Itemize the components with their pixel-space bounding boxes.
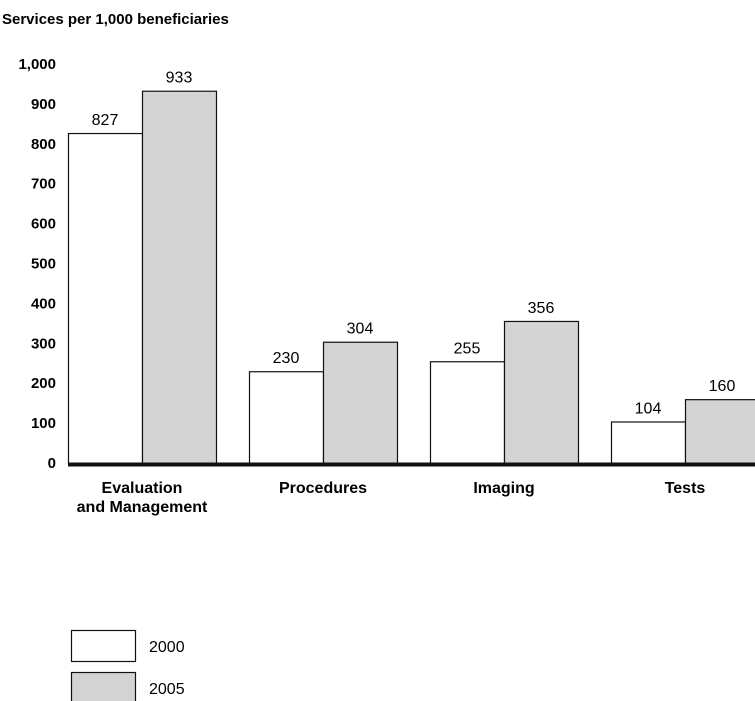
y-axis-title: Services per 1,000 beneficiaries xyxy=(2,11,229,28)
legend-swatch-2005 xyxy=(70,671,137,701)
legend-label: 2000 xyxy=(149,639,185,656)
category-label: Procedures xyxy=(279,480,367,497)
y-tick-label: 0 xyxy=(48,455,56,472)
value-label: 104 xyxy=(635,401,662,418)
y-tick-label: 100 xyxy=(31,415,56,432)
bar-2005 xyxy=(322,341,399,465)
y-tick-label: 200 xyxy=(31,375,56,392)
value-label: 160 xyxy=(709,378,736,395)
bar-2005 xyxy=(684,399,755,465)
y-axis-ticks: 0 100 200 300 400 500 600 700 800 900 1,000 xyxy=(18,56,56,472)
value-label: 827 xyxy=(92,112,119,129)
category-label: Tests xyxy=(665,480,706,497)
value-label: 356 xyxy=(528,300,555,317)
legend-swatch-2000 xyxy=(70,629,137,663)
bar-2005 xyxy=(141,90,218,465)
bars xyxy=(67,90,755,465)
category-label: and Management xyxy=(77,499,208,516)
legend-label: 2005 xyxy=(149,681,185,698)
bar-2000 xyxy=(248,371,325,465)
y-tick-label: 1,000 xyxy=(18,56,56,73)
bar-2000 xyxy=(610,421,687,465)
category-label: Evaluation xyxy=(102,480,183,497)
bar-2000 xyxy=(429,361,506,465)
category-label: Imaging xyxy=(473,480,534,497)
value-label: 230 xyxy=(273,350,300,367)
y-tick-label: 800 xyxy=(31,136,56,153)
category-labels: Evaluation and Management Procedures Imagin… xyxy=(77,480,706,516)
bar-2005 xyxy=(503,320,580,465)
bar-2000 xyxy=(67,132,144,465)
value-labels: 827 230 255 104 933 304 356 160 xyxy=(92,70,736,418)
legend: 2000 2005 xyxy=(70,629,185,701)
y-tick-label: 300 xyxy=(31,335,56,352)
y-tick-label: 500 xyxy=(31,256,56,273)
y-tick-label: 700 xyxy=(31,176,56,193)
y-tick-label: 600 xyxy=(31,216,56,233)
value-label: 304 xyxy=(347,321,374,338)
y-tick-label: 400 xyxy=(31,295,56,312)
value-label: 933 xyxy=(166,70,193,87)
value-label: 255 xyxy=(454,340,481,357)
y-tick-label: 900 xyxy=(31,96,56,113)
